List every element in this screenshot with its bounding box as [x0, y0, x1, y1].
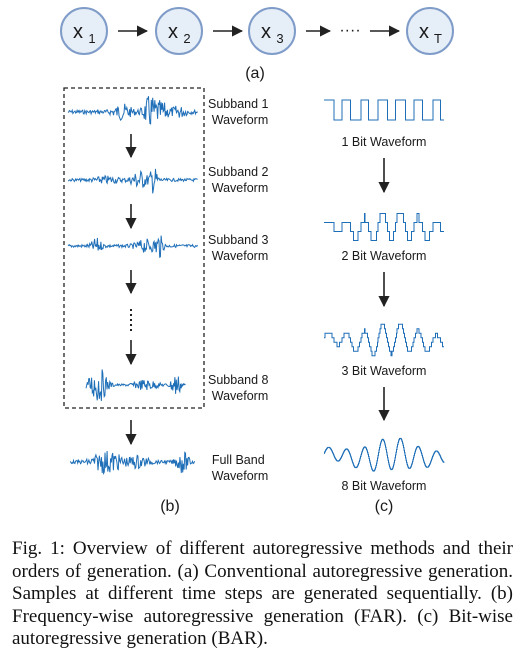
panel-a-label: (a) [245, 65, 265, 82]
one-bit-label: 1 Bit Waveform [342, 135, 427, 149]
subband-1-label: Subband 1 Waveform [208, 97, 272, 127]
node-x3-sub: 3 [276, 31, 283, 46]
subband-3-label: Subband 3 Waveform [208, 233, 272, 263]
eight-bit-waveform [324, 437, 445, 472]
subband-3-waveform [67, 235, 198, 259]
node-x2-base: x [168, 21, 178, 43]
node-x2: x 2 [155, 7, 203, 55]
panel-c: 1 Bit Waveform 2 Bit Waveform 3 Bit Wave… [324, 99, 445, 515]
node-xT-sub: T [434, 31, 442, 46]
panel-b-label: (b) [160, 498, 180, 515]
three-bit-label: 3 Bit Waveform [342, 364, 427, 378]
node-x1-base: x [73, 21, 83, 43]
subband-1-waveform [67, 96, 198, 125]
one-bit-waveform [324, 99, 444, 121]
panel-a: x 1 x 2 x 3 ···· x T (a) [60, 7, 454, 82]
node-x3: x 3 [248, 7, 296, 55]
node-x3-base: x [261, 21, 271, 43]
subband-2-waveform [68, 168, 198, 194]
three-bit-waveform [324, 323, 444, 357]
subband-2-label: Subband 2 Waveform [208, 165, 272, 195]
sequence-ellipsis: ···· [339, 22, 360, 39]
subband-8-label: Subband 8 Waveform [208, 373, 272, 403]
figure: x 1 x 2 x 3 ···· x T (a) Subband 1 [60, 7, 454, 515]
figure-caption: Fig. 1: Overview of different autoregres… [12, 538, 513, 649]
panel-c-label: (c) [375, 498, 394, 515]
subband-8-waveform [85, 369, 186, 401]
full-band-label: Full Band Waveform [212, 453, 269, 483]
panel-b: Subband 1 Waveform Subband 2 Waveform Su… [63, 87, 272, 515]
subband-group-box [63, 87, 205, 409]
node-xT-base: x [419, 21, 429, 43]
vertical-ellipsis [130, 309, 132, 331]
two-bit-label: 2 Bit Waveform [342, 249, 427, 263]
two-bit-waveform [324, 213, 444, 241]
eight-bit-label: 8 Bit Waveform [342, 479, 427, 493]
node-x2-sub: 2 [183, 31, 190, 46]
full-band-waveform [69, 450, 196, 476]
node-x1-sub: 1 [88, 31, 95, 46]
figure-svg: x 1 x 2 x 3 ···· x T (a) Subband 1 [60, 7, 454, 515]
node-x1: x 1 [60, 7, 108, 55]
node-xT: x T [406, 7, 454, 55]
